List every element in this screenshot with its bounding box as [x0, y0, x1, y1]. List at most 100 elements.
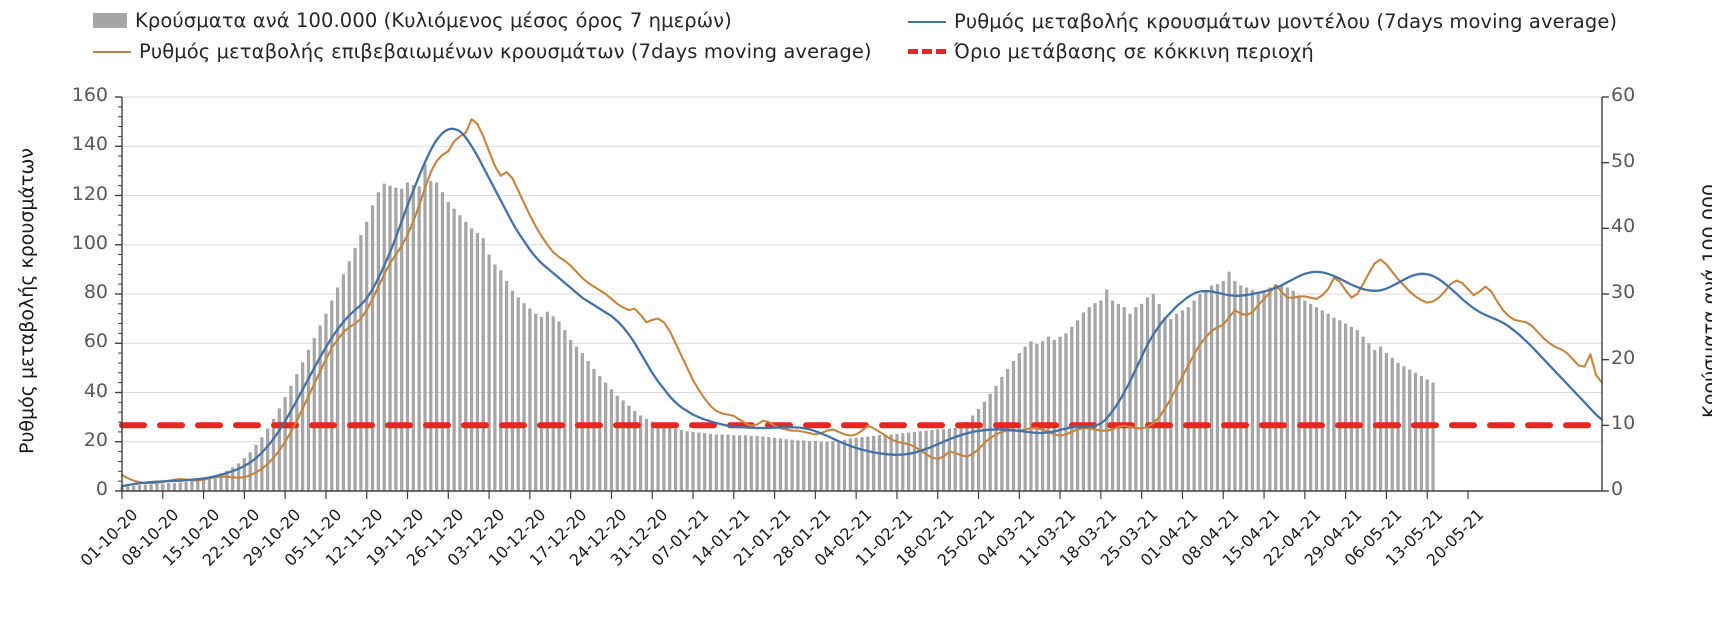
bar [1256, 294, 1260, 491]
bar [1122, 307, 1126, 491]
bar [551, 316, 555, 491]
axis-lines-and-ticks [115, 96, 1609, 499]
bar [685, 431, 689, 491]
bar [1320, 310, 1324, 491]
bar [1367, 343, 1371, 491]
bar [1233, 280, 1237, 491]
bar-swatch-icon [93, 13, 127, 28]
bar [1134, 307, 1138, 491]
bar [1023, 346, 1027, 491]
bar [330, 300, 334, 491]
bar [755, 435, 759, 491]
bar [743, 435, 748, 491]
bar [1274, 284, 1278, 491]
bar [1378, 346, 1383, 491]
bar [1041, 341, 1045, 491]
legend-label-model-rate: Ρυθμός μεταβολής κρουσμάτων μοντέλου (7d… [954, 10, 1618, 33]
bar [1349, 326, 1354, 491]
bar [411, 184, 415, 492]
bar [271, 418, 276, 491]
bar [1425, 379, 1429, 491]
bar [1221, 280, 1225, 491]
bar [1338, 320, 1342, 491]
bar [196, 479, 200, 491]
bar [1058, 336, 1062, 491]
bar [1413, 372, 1418, 491]
bar [1000, 376, 1004, 491]
bar [499, 270, 503, 491]
legend-item-cases-per-100k[interactable]: Κρούσματα ανά 100.000 (Κυλιόμενος μέσος … [93, 9, 732, 32]
bar [854, 437, 858, 491]
bar [691, 431, 695, 491]
bar [638, 415, 643, 491]
bar [813, 441, 818, 491]
bar [539, 316, 544, 491]
bar [1244, 287, 1249, 491]
bar [1128, 313, 1132, 491]
bar [924, 430, 928, 491]
bar [633, 410, 637, 491]
bar [522, 303, 526, 491]
bar [388, 185, 392, 491]
bar [446, 202, 450, 491]
bar [516, 297, 520, 491]
bar [1373, 349, 1377, 491]
bar [615, 395, 619, 491]
y-tick-label-right: 50 [1611, 149, 1636, 172]
y-tick-label-right: 0 [1611, 478, 1624, 500]
bar [452, 208, 456, 491]
bar [837, 440, 841, 491]
bar [306, 349, 311, 491]
bar [959, 426, 963, 491]
bar [219, 473, 223, 491]
bar [609, 389, 614, 491]
bar [1151, 294, 1155, 491]
bar [201, 478, 206, 491]
bar [382, 183, 386, 491]
bar [172, 483, 177, 491]
bar [1186, 307, 1190, 491]
bar [1017, 353, 1021, 491]
bar [225, 470, 229, 491]
y-tick-label-left: 140 [71, 133, 108, 156]
bar [1204, 290, 1208, 491]
legend-label-red-threshold: Όριο μετάβασης σε κόκκινη περιοχή [954, 40, 1314, 63]
bar [1093, 303, 1097, 491]
bar [720, 434, 724, 491]
bar [1175, 313, 1179, 491]
bar [1297, 295, 1301, 491]
bar [1035, 343, 1039, 491]
bar [405, 182, 410, 491]
bar [155, 483, 159, 491]
bar [936, 429, 940, 491]
bar [353, 248, 357, 491]
bar [668, 427, 672, 491]
y-tick-label-right: 60 [1611, 84, 1636, 106]
bar [825, 441, 829, 491]
bar [877, 435, 882, 491]
bar [1250, 290, 1255, 491]
bar [429, 181, 433, 492]
confirmed-rate-path [120, 118, 1604, 485]
bar [178, 482, 182, 491]
y-tick-label-right: 20 [1611, 346, 1636, 369]
bar [1116, 303, 1120, 491]
bar [1279, 285, 1284, 491]
bar [842, 439, 847, 491]
y-tick-label-left: 100 [71, 231, 108, 254]
bar [644, 418, 649, 491]
bar [1303, 300, 1307, 491]
legend-item-red-threshold[interactable]: Όριο μετάβασης σε κόκκινη περιοχή [908, 40, 1314, 63]
bar [580, 353, 584, 491]
bar [1268, 287, 1272, 491]
legend-item-confirmed-rate[interactable]: Ρυθμός μεταβολής επιβεβαιωμένων κρουσμάτ… [93, 40, 872, 63]
bar [732, 435, 736, 491]
bar [772, 437, 777, 491]
bar [359, 234, 363, 491]
bar [469, 228, 474, 491]
bar [1326, 313, 1330, 491]
bar [802, 440, 806, 491]
legend-item-model-rate[interactable]: Ρυθμός μεταβολής κρουσμάτων μοντέλου (7d… [908, 10, 1617, 33]
bar [738, 435, 742, 491]
